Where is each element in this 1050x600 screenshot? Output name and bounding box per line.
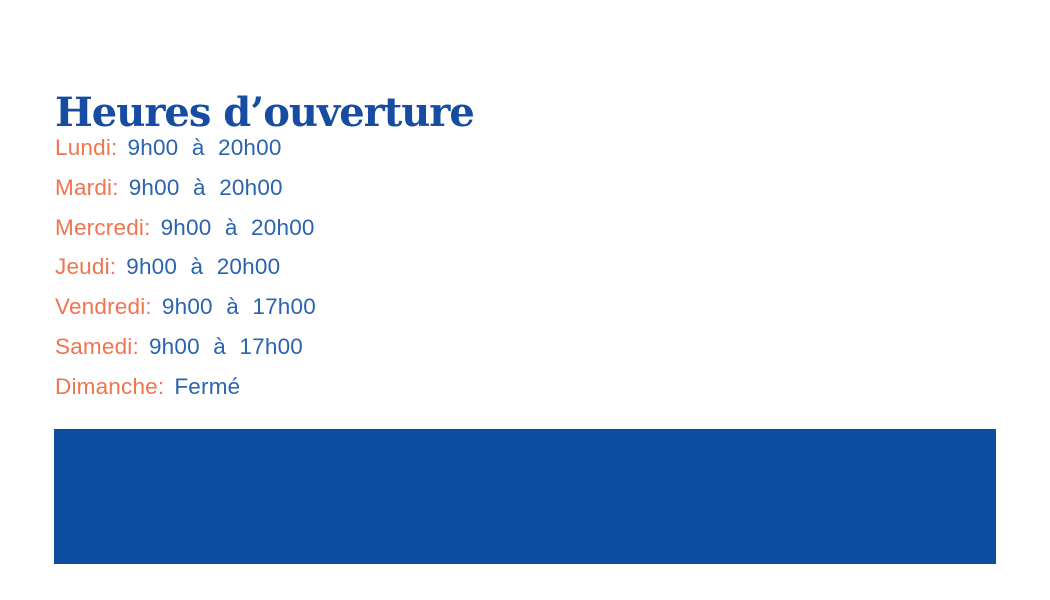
time-value: Fermé [174, 373, 241, 399]
time-value: 9h00 à 20h00 [126, 254, 281, 280]
day-label: Mardi: [55, 174, 119, 200]
day-label: Mercredi: [55, 214, 151, 240]
bottom-blue-banner [54, 429, 996, 564]
day-label: Dimanche: [55, 373, 165, 399]
time-value: 9h00 à 17h00 [148, 333, 303, 359]
hours-row-friday: Vendredi: 9h00 à 17h00 [55, 287, 316, 327]
hours-row-wednesday: Mercredi: 9h00 à 20h00 [55, 208, 316, 248]
hours-list: Lundi: 9h00 à 20h00 Mardi: 9h00 à 20h00 Me… [55, 128, 316, 407]
hours-row-thursday: Jeudi: 9h00 à 20h00 [55, 247, 316, 287]
day-label: Lundi: [55, 135, 118, 160]
hours-row-tuesday: Mardi: 9h00 à 20h00 [55, 168, 316, 208]
day-label: Jeudi: [55, 254, 117, 280]
time-value: 9h00 à 20h00 [127, 135, 282, 160]
hours-row-monday: Lundi: 9h00 à 20h00 [55, 128, 316, 168]
day-label: Samedi: [55, 333, 139, 359]
time-value: 9h00 à 20h00 [160, 214, 315, 240]
time-value: 9h00 à 17h00 [161, 294, 316, 320]
time-value: 9h00 à 20h00 [128, 174, 283, 200]
hours-row-saturday: Samedi: 9h00 à 17h00 [55, 327, 316, 367]
page-title: Heures d’ouverture [55, 88, 475, 136]
day-label: Vendredi: [55, 294, 152, 320]
hours-row-sunday: Dimanche: Fermé [55, 367, 316, 407]
